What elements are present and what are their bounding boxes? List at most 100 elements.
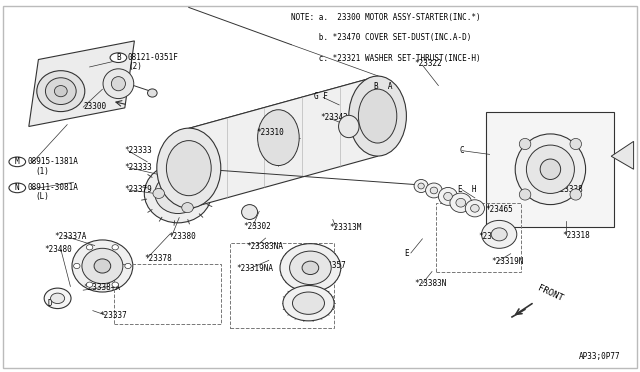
Polygon shape bbox=[189, 76, 378, 208]
Text: *23343: *23343 bbox=[320, 113, 348, 122]
Text: *23337: *23337 bbox=[99, 311, 127, 320]
Ellipse shape bbox=[166, 141, 211, 196]
Ellipse shape bbox=[112, 245, 118, 250]
Text: *23333: *23333 bbox=[125, 163, 152, 172]
Text: *23338+A: *23338+A bbox=[83, 283, 120, 292]
Ellipse shape bbox=[280, 244, 340, 292]
Ellipse shape bbox=[82, 248, 123, 284]
Ellipse shape bbox=[45, 78, 76, 105]
Ellipse shape bbox=[570, 189, 582, 200]
Text: b. *23470 COVER SET-DUST(INC.A-D): b. *23470 COVER SET-DUST(INC.A-D) bbox=[291, 33, 472, 42]
Ellipse shape bbox=[157, 128, 221, 208]
Ellipse shape bbox=[44, 288, 71, 309]
Text: N: N bbox=[15, 183, 20, 192]
Ellipse shape bbox=[112, 282, 118, 287]
Ellipse shape bbox=[414, 180, 428, 193]
Text: *23465: *23465 bbox=[485, 205, 513, 214]
Ellipse shape bbox=[292, 292, 324, 314]
Text: *23302: *23302 bbox=[243, 222, 271, 231]
Text: *23480: *23480 bbox=[45, 246, 72, 254]
Ellipse shape bbox=[465, 200, 484, 217]
Ellipse shape bbox=[36, 71, 85, 112]
Ellipse shape bbox=[257, 110, 300, 166]
Ellipse shape bbox=[51, 293, 65, 304]
Ellipse shape bbox=[339, 115, 359, 138]
Polygon shape bbox=[611, 141, 634, 169]
Text: 08911-3081A: 08911-3081A bbox=[28, 183, 78, 192]
Text: AP33;0P77: AP33;0P77 bbox=[579, 352, 621, 361]
Text: M: M bbox=[15, 157, 20, 166]
Ellipse shape bbox=[94, 259, 111, 273]
Text: (2): (2) bbox=[128, 62, 142, 71]
Text: c. *23321 WASHER SET-THRUST(INCE-H): c. *23321 WASHER SET-THRUST(INCE-H) bbox=[291, 54, 481, 63]
Text: *23319NA: *23319NA bbox=[237, 264, 274, 273]
Text: *23338: *23338 bbox=[556, 185, 583, 194]
Ellipse shape bbox=[515, 134, 586, 205]
Text: FRONT: FRONT bbox=[536, 284, 564, 304]
Circle shape bbox=[9, 157, 26, 167]
Circle shape bbox=[110, 53, 127, 62]
Text: E  H: E H bbox=[458, 185, 476, 194]
Ellipse shape bbox=[444, 192, 452, 201]
Ellipse shape bbox=[182, 174, 193, 184]
Ellipse shape bbox=[358, 89, 397, 143]
Text: *23357: *23357 bbox=[319, 262, 346, 270]
Bar bbox=[114, 264, 221, 324]
Ellipse shape bbox=[74, 263, 80, 269]
Text: *23322: *23322 bbox=[415, 60, 442, 68]
Text: B  A: B A bbox=[374, 82, 393, 91]
Ellipse shape bbox=[86, 282, 93, 287]
Text: *23380: *23380 bbox=[168, 232, 196, 241]
Polygon shape bbox=[189, 76, 397, 143]
Text: *23379: *23379 bbox=[125, 185, 152, 194]
Ellipse shape bbox=[482, 220, 517, 248]
Ellipse shape bbox=[426, 183, 442, 198]
Ellipse shape bbox=[289, 251, 332, 285]
Ellipse shape bbox=[438, 187, 458, 205]
Text: *23383NA: *23383NA bbox=[246, 242, 284, 251]
Ellipse shape bbox=[145, 164, 211, 223]
Text: *23312: *23312 bbox=[479, 232, 506, 241]
Text: 23300: 23300 bbox=[83, 102, 106, 110]
Text: C: C bbox=[460, 146, 464, 155]
Ellipse shape bbox=[125, 263, 131, 269]
Polygon shape bbox=[29, 41, 134, 126]
Text: *23333: *23333 bbox=[125, 146, 152, 155]
Text: E: E bbox=[404, 249, 409, 258]
Text: 08121-0351F: 08121-0351F bbox=[128, 53, 179, 62]
Ellipse shape bbox=[283, 286, 334, 321]
Text: *23310: *23310 bbox=[256, 128, 284, 137]
Bar bbox=[230, 243, 334, 328]
Ellipse shape bbox=[147, 89, 157, 97]
Text: NOTE: a.  23300 MOTOR ASSY-STARTER(INC.*): NOTE: a. 23300 MOTOR ASSY-STARTER(INC.*) bbox=[291, 13, 481, 22]
Ellipse shape bbox=[155, 173, 201, 214]
Text: *23319N: *23319N bbox=[492, 257, 524, 266]
Ellipse shape bbox=[456, 198, 466, 207]
Ellipse shape bbox=[470, 205, 479, 212]
Ellipse shape bbox=[111, 77, 125, 91]
Ellipse shape bbox=[242, 205, 258, 219]
Ellipse shape bbox=[492, 228, 508, 241]
Ellipse shape bbox=[450, 193, 472, 212]
Ellipse shape bbox=[570, 138, 582, 150]
Circle shape bbox=[9, 183, 26, 193]
Ellipse shape bbox=[54, 86, 67, 97]
Ellipse shape bbox=[519, 189, 531, 200]
Ellipse shape bbox=[153, 189, 164, 199]
Text: *23378: *23378 bbox=[144, 254, 172, 263]
Ellipse shape bbox=[526, 145, 575, 193]
Text: *23383N: *23383N bbox=[415, 279, 447, 288]
Ellipse shape bbox=[182, 203, 193, 213]
Text: (L): (L) bbox=[35, 192, 49, 201]
Text: *23318: *23318 bbox=[562, 231, 589, 240]
Ellipse shape bbox=[302, 261, 319, 275]
Ellipse shape bbox=[72, 240, 133, 292]
Text: *23337A: *23337A bbox=[54, 232, 87, 241]
Ellipse shape bbox=[86, 245, 93, 250]
Ellipse shape bbox=[103, 69, 134, 99]
Ellipse shape bbox=[519, 138, 531, 150]
Text: *23313M: *23313M bbox=[330, 223, 362, 232]
Text: D: D bbox=[48, 299, 52, 308]
Text: G F: G F bbox=[314, 92, 328, 101]
Text: 08915-1381A: 08915-1381A bbox=[28, 157, 78, 166]
